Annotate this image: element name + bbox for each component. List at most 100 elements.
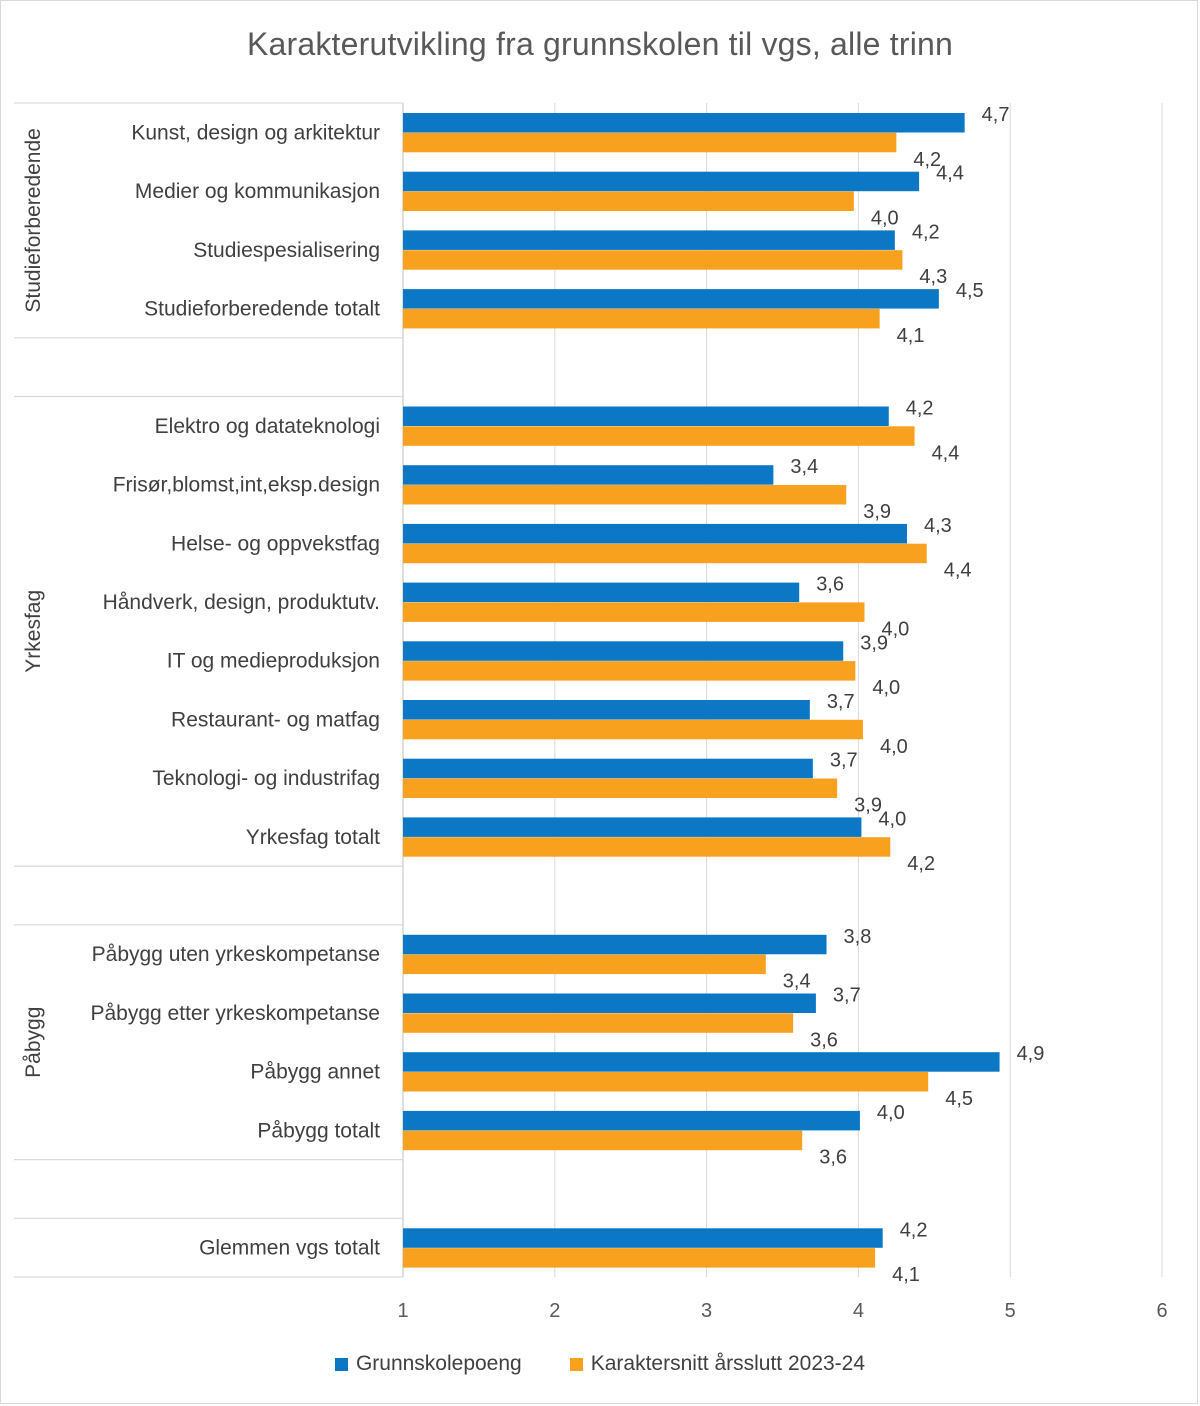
bar-grunnskolepoeng	[403, 113, 965, 133]
group-label: Påbygg	[22, 1007, 45, 1078]
legend-swatch-blue	[334, 1357, 348, 1371]
data-label: 4,5	[956, 280, 984, 302]
data-label: 4,2	[906, 398, 934, 420]
data-label: 3,4	[790, 456, 818, 478]
group-label: Yrkesfag	[22, 590, 45, 673]
legend-item-grunnskolepoeng: Grunnskolepoeng	[334, 1352, 522, 1376]
bar-grunnskolepoeng	[403, 1110, 860, 1131]
data-label: 4,0	[872, 677, 900, 699]
category-label: Glemmen vgs totalt	[199, 1237, 380, 1260]
category-label: Påbygg annet	[250, 1061, 380, 1084]
data-label: 4,2	[912, 221, 940, 243]
x-tick-label: 6	[1156, 1300, 1167, 1322]
data-label: 3,4	[783, 971, 811, 993]
category-label: Håndverk, design, produktutv.	[103, 591, 380, 614]
bar-karaktersnitt	[403, 837, 891, 857]
data-label: 4,2	[913, 149, 941, 171]
legend-swatch-orange	[569, 1357, 583, 1371]
x-tick-label: 5	[1005, 1300, 1016, 1322]
bar-grunnskolepoeng	[403, 934, 827, 955]
x-tick-label: 3	[701, 1300, 712, 1322]
data-label: 4,1	[892, 1264, 920, 1286]
bar-grunnskolepoeng	[403, 171, 920, 192]
bar-karaktersnitt	[403, 543, 927, 564]
bar-karaktersnitt	[403, 778, 838, 798]
bar-grunnskolepoeng	[403, 700, 810, 720]
x-tick-label: 4	[853, 1300, 864, 1322]
data-label: 4,0	[880, 736, 908, 758]
data-label: 4,4	[944, 560, 972, 582]
data-label: 3,9	[860, 632, 888, 654]
category-label: Studiespesialisering	[193, 239, 380, 262]
bar-karaktersnitt	[403, 1130, 803, 1151]
data-label: 3,9	[854, 795, 882, 817]
bar-karaktersnitt	[403, 954, 766, 975]
gridlines	[554, 103, 1163, 1277]
data-label: 4,0	[877, 1102, 905, 1124]
category-label: Restaurant- og matfag	[171, 708, 380, 731]
x-tick-label: 2	[549, 1300, 560, 1322]
bars	[403, 113, 1000, 1268]
bar-karaktersnitt	[403, 191, 854, 211]
data-label: 3,7	[833, 985, 861, 1007]
bar-grunnskolepoeng	[403, 289, 939, 309]
category-label: IT og medieproduksjon	[167, 650, 380, 673]
group-label: Studieforberedende	[22, 128, 45, 312]
data-label: 4,5	[945, 1088, 973, 1110]
category-label: Helse- og oppvekstfag	[171, 532, 380, 555]
category-label: Teknologi- og industrifag	[152, 767, 380, 790]
category-label: Påbygg etter yrkeskompetanse	[91, 1002, 381, 1025]
data-label: 4,4	[936, 163, 964, 185]
data-labels: 4,74,24,44,04,24,34,54,14,24,43,43,94,34…	[783, 104, 1045, 1286]
data-label: 4,0	[878, 808, 906, 830]
legend-item-karaktersnitt: Karaktersnitt årsslutt 2023-24	[569, 1352, 866, 1376]
bar-karaktersnitt	[403, 426, 915, 446]
bar-karaktersnitt	[403, 602, 865, 622]
data-label: 4,0	[871, 208, 899, 230]
bar-karaktersnitt	[403, 1248, 876, 1268]
category-axis: Kunst, design og arkitektur Medier og kom…	[14, 102, 404, 1278]
data-label: 3,8	[844, 926, 872, 948]
bar-karaktersnitt	[403, 485, 847, 505]
data-label: 4,3	[919, 266, 947, 288]
bar-grunnskolepoeng	[403, 230, 895, 250]
bar-grunnskolepoeng	[403, 582, 800, 603]
data-label: 3,6	[810, 1029, 838, 1051]
data-label: 3,7	[830, 750, 858, 772]
data-label: 4,2	[900, 1219, 928, 1241]
bar-karaktersnitt	[403, 132, 897, 153]
data-label: 4,3	[924, 515, 952, 537]
category-label: Kunst, design og arkitektur	[131, 121, 380, 144]
data-label: 4,0	[881, 618, 909, 640]
data-label: 4,1	[897, 325, 925, 347]
data-label: 4,7	[982, 104, 1010, 126]
category-label: Påbygg totalt	[257, 1119, 380, 1142]
legend: Grunnskolepoeng Karaktersnitt årsslutt 2…	[0, 1352, 1200, 1376]
legend-label: Grunnskolepoeng	[355, 1352, 522, 1375]
x-tick-label: 1	[397, 1300, 408, 1322]
bar-karaktersnitt	[403, 250, 903, 270]
bar-grunnskolepoeng	[403, 817, 862, 837]
bar-grunnskolepoeng	[403, 1052, 1000, 1072]
bar-grunnskolepoeng	[403, 641, 844, 661]
bar-grunnskolepoeng	[403, 406, 889, 426]
category-label: Frisør,blomst,int,eksp.design	[113, 474, 380, 497]
bar-karaktersnitt	[403, 661, 856, 681]
chart-title: Karakterutvikling fra grunnskolen til vg…	[246, 26, 954, 62]
bar-karaktersnitt	[403, 719, 863, 740]
bar-grunnskolepoeng	[403, 993, 816, 1013]
data-label: 3,7	[827, 691, 855, 713]
category-label: Medier og kommunikasjon	[135, 180, 380, 203]
bar-grunnskolepoeng	[403, 465, 774, 485]
category-label: Påbygg uten yrkeskompetanse	[92, 943, 380, 966]
data-label: 4,4	[932, 442, 960, 464]
data-label: 3,6	[819, 1147, 847, 1169]
category-label: Yrkesfag totalt	[246, 826, 380, 849]
bar-grunnskolepoeng	[403, 1228, 883, 1248]
bar-karaktersnitt	[403, 1013, 794, 1033]
bar-karaktersnitt	[403, 308, 880, 329]
data-label: 3,6	[816, 574, 844, 596]
legend-label: Karaktersnitt årsslutt 2023-24	[590, 1352, 866, 1375]
